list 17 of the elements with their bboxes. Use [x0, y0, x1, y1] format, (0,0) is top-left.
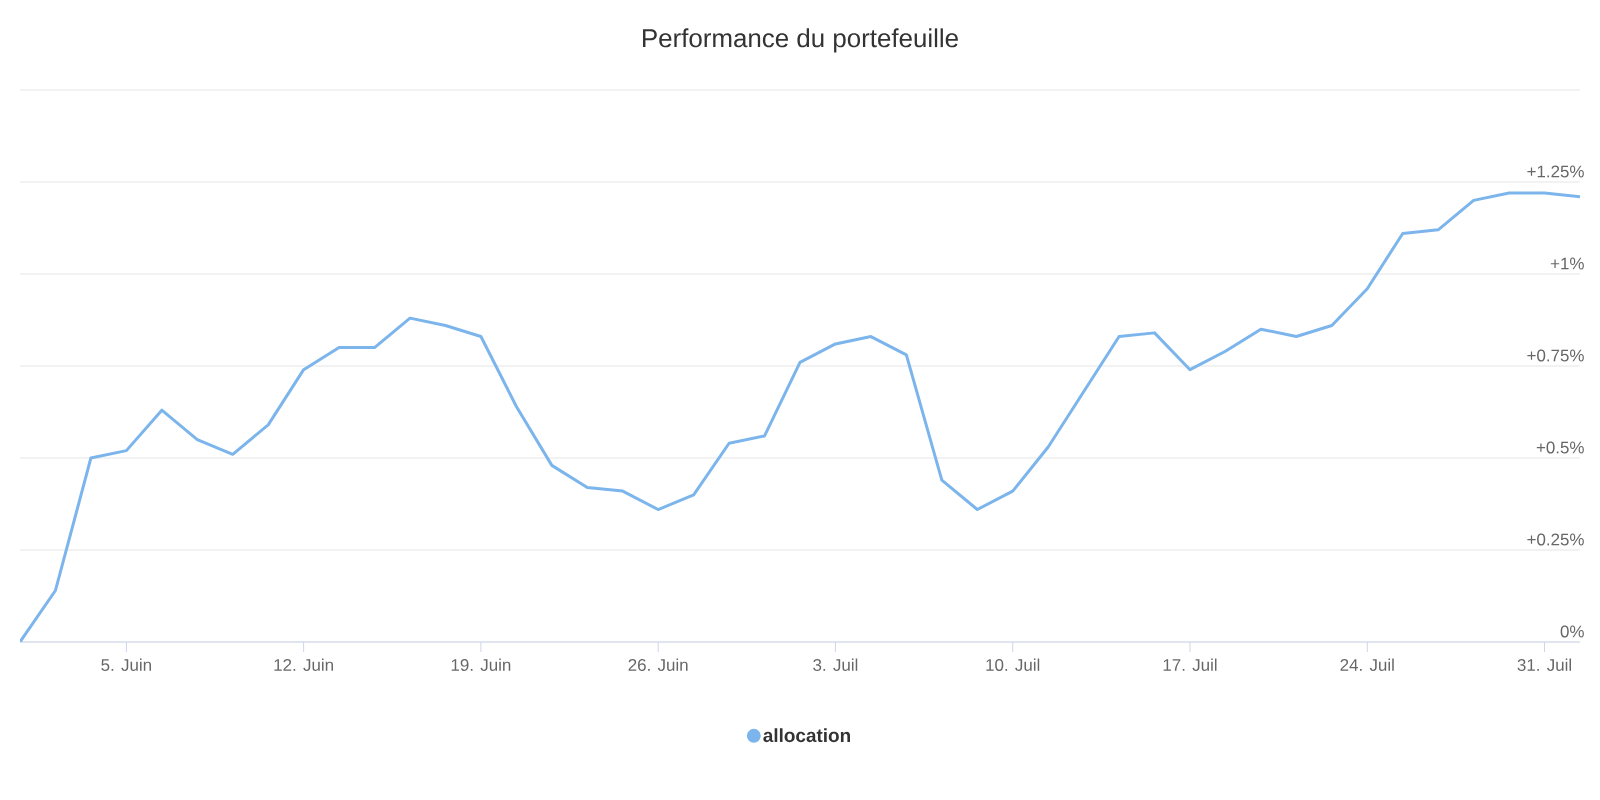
x-tick-label: 10. Juil [986, 658, 1040, 671]
y-tick-label: +1% [1550, 257, 1584, 270]
x-tick-label: 17. Juil [1163, 658, 1217, 671]
x-tick-label: 26. Juin [628, 658, 688, 671]
y-tick-label: +0.5% [1536, 441, 1584, 454]
x-tick-label: 24. Juil [1340, 658, 1394, 671]
x-tick-label: 5. Juin [101, 658, 151, 671]
x-tick-label: 19. Juin [451, 658, 511, 671]
x-tick-label: 3. Juil [813, 658, 858, 671]
y-tick-label: +0.25% [1527, 533, 1584, 546]
x-tick-label: 12. Juin [274, 658, 333, 671]
x-tick-label: 31. Juil [1517, 658, 1572, 671]
y-tick-label: 0% [1560, 625, 1584, 638]
y-tick-label: +0.75% [1527, 349, 1584, 362]
y-tick-label: +1.25% [1527, 165, 1584, 178]
legend-label: allocation [763, 728, 850, 743]
chart-title: Performance du portefeuille [643, 28, 958, 53]
